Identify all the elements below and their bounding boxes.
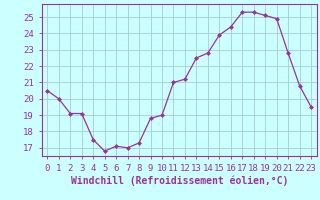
X-axis label: Windchill (Refroidissement éolien,°C): Windchill (Refroidissement éolien,°C) xyxy=(70,175,288,186)
